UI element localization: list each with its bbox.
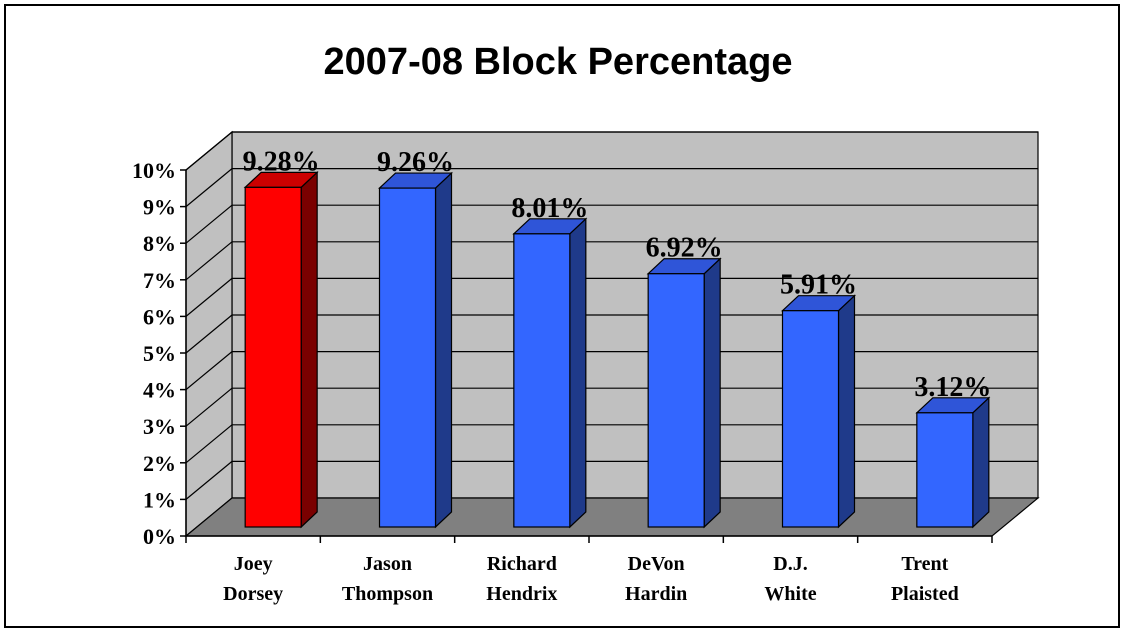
y-tick-label: 10% (132, 158, 176, 183)
y-tick-label: 3% (143, 414, 176, 439)
y-tick-label: 7% (143, 268, 176, 293)
x-category-label: Thompson (342, 583, 433, 605)
x-category-label: White (764, 583, 816, 605)
x-category-label: D.J. (773, 553, 807, 575)
data-label: 9.26% (377, 147, 454, 178)
y-tick-label: 2% (143, 451, 176, 476)
bar (244, 186, 302, 528)
bar-side (837, 294, 856, 529)
gridline-side (185, 277, 233, 317)
x-category-label: Richard (487, 553, 557, 575)
bar (916, 412, 974, 528)
bar-side (300, 170, 318, 529)
plot-area: 0% 1% 2% 3% 4% 5% 6% 7% 8% 9% 10% 9.28% Joey Dorsey 9.… (132, 130, 1040, 605)
chart-title: 2007-08 Block Percentage (324, 41, 793, 83)
data-label: 3.12% (914, 372, 991, 403)
chart-frame: 2007-08 Block Percentage 0% 1% 2% 3% 4% 5% 6% 7… (4, 4, 1120, 628)
data-label: 5.91% (780, 270, 857, 301)
x-category-label: Jason (363, 553, 412, 575)
y-tick-label: 4% (143, 378, 176, 403)
y-tick-label: 1% (143, 487, 176, 512)
y-tick-label: 9% (143, 195, 176, 220)
bar-side (569, 217, 587, 529)
gridline-side (185, 204, 233, 244)
y-tick-label: 0% (143, 524, 176, 549)
x-category-label: Hendrix (486, 583, 557, 605)
bar (781, 310, 840, 528)
x-category-label: Hardin (625, 583, 687, 605)
y-tick-label: 6% (143, 304, 176, 329)
bar (647, 273, 705, 528)
gridline-side (185, 387, 233, 427)
bar-side (434, 171, 453, 529)
data-label: 9.28% (243, 146, 320, 177)
x-category-label: DeVon (628, 553, 685, 575)
y-tick-label: 8% (143, 231, 176, 256)
gridline-side (185, 460, 233, 500)
block-percentage-chart: 2007-08 Block Percentage 0% 1% 2% 3% 4% 5% 6% 7… (132, 41, 1040, 605)
gridline-side (185, 131, 233, 171)
data-label: 6.92% (646, 233, 723, 264)
gridline-side (185, 241, 233, 281)
gridline-side (185, 314, 233, 354)
bar (513, 233, 571, 528)
x-category-label: Joey (234, 553, 273, 575)
bar-side (703, 257, 721, 529)
x-category-label: Dorsey (223, 583, 283, 605)
gridline-side (185, 351, 233, 391)
y-tick-label: 5% (143, 341, 176, 366)
x-category-label: Plaisted (891, 583, 959, 605)
bar-side (972, 396, 990, 529)
bar (378, 187, 437, 528)
data-label: 8.01% (511, 193, 588, 224)
x-category-label: Trent (901, 553, 948, 575)
gridline-side (185, 168, 233, 208)
gridline-side (185, 424, 233, 464)
